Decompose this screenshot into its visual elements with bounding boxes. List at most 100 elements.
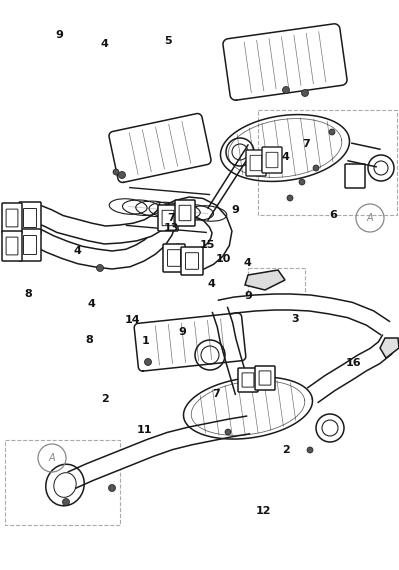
Polygon shape (211, 202, 212, 215)
Text: 9: 9 (55, 30, 63, 40)
Circle shape (97, 264, 103, 271)
Text: A: A (367, 213, 373, 223)
Polygon shape (232, 169, 233, 182)
Polygon shape (218, 191, 219, 204)
Text: 4: 4 (281, 152, 289, 162)
Text: 13: 13 (164, 223, 179, 233)
Polygon shape (220, 188, 221, 201)
Polygon shape (231, 170, 232, 184)
Polygon shape (233, 168, 234, 181)
FancyBboxPatch shape (19, 202, 41, 234)
Text: 7: 7 (167, 213, 175, 223)
Circle shape (119, 172, 126, 178)
Polygon shape (240, 157, 241, 170)
Polygon shape (227, 177, 228, 190)
Polygon shape (213, 198, 214, 211)
Polygon shape (35, 204, 176, 244)
Polygon shape (212, 307, 251, 394)
Polygon shape (217, 192, 218, 205)
Polygon shape (222, 185, 223, 198)
Polygon shape (229, 174, 230, 188)
Polygon shape (34, 219, 176, 269)
Circle shape (63, 499, 69, 506)
Text: 4: 4 (243, 258, 251, 268)
Text: 4: 4 (207, 279, 215, 289)
Polygon shape (228, 175, 229, 189)
Circle shape (299, 179, 305, 185)
Polygon shape (219, 189, 220, 202)
Polygon shape (308, 335, 398, 402)
Text: 10: 10 (216, 254, 231, 264)
FancyBboxPatch shape (2, 203, 22, 233)
FancyBboxPatch shape (163, 244, 185, 272)
Circle shape (282, 87, 290, 93)
Text: 2: 2 (101, 394, 109, 404)
Text: 14: 14 (124, 315, 140, 325)
Polygon shape (246, 147, 247, 161)
Text: 4: 4 (101, 39, 109, 50)
Polygon shape (68, 416, 249, 488)
FancyBboxPatch shape (246, 150, 266, 176)
Text: 8: 8 (85, 335, 93, 345)
Polygon shape (237, 161, 238, 175)
FancyBboxPatch shape (181, 247, 203, 275)
Text: 9: 9 (231, 205, 239, 215)
Polygon shape (234, 166, 235, 180)
FancyBboxPatch shape (255, 366, 275, 390)
FancyBboxPatch shape (2, 231, 22, 261)
Polygon shape (245, 148, 246, 162)
Text: 2: 2 (282, 445, 290, 455)
Text: 11: 11 (137, 425, 152, 435)
FancyBboxPatch shape (158, 205, 178, 231)
Polygon shape (224, 181, 225, 195)
Circle shape (307, 447, 313, 453)
Polygon shape (242, 153, 243, 168)
Text: 7: 7 (212, 389, 220, 400)
Polygon shape (214, 197, 215, 210)
Text: 8: 8 (25, 289, 33, 299)
Circle shape (302, 89, 308, 96)
Circle shape (144, 359, 152, 365)
Polygon shape (348, 143, 380, 167)
Polygon shape (226, 178, 227, 192)
Polygon shape (230, 172, 231, 185)
Text: 9: 9 (244, 291, 252, 302)
Polygon shape (236, 163, 237, 177)
Text: 9: 9 (179, 327, 187, 337)
Text: 1: 1 (142, 336, 150, 346)
Polygon shape (247, 145, 248, 159)
Polygon shape (215, 195, 216, 209)
Text: 16: 16 (346, 357, 361, 368)
Polygon shape (218, 294, 389, 335)
Polygon shape (223, 182, 224, 196)
FancyBboxPatch shape (175, 200, 195, 226)
Text: 15: 15 (200, 240, 215, 250)
Circle shape (225, 429, 231, 435)
Polygon shape (212, 201, 213, 214)
FancyBboxPatch shape (262, 147, 282, 173)
Polygon shape (225, 179, 226, 193)
Polygon shape (380, 338, 399, 358)
Text: 5: 5 (164, 36, 172, 46)
Circle shape (313, 165, 319, 171)
Text: 12: 12 (256, 506, 271, 516)
Text: 4: 4 (87, 299, 95, 309)
Polygon shape (241, 154, 242, 169)
Text: 4: 4 (73, 246, 81, 256)
Polygon shape (210, 203, 211, 217)
FancyBboxPatch shape (19, 229, 41, 261)
Circle shape (329, 129, 335, 135)
Circle shape (113, 169, 119, 175)
Polygon shape (239, 158, 240, 172)
Circle shape (109, 484, 115, 491)
Text: A: A (49, 453, 55, 463)
Polygon shape (238, 160, 239, 174)
Text: 7: 7 (302, 139, 310, 149)
Text: 6: 6 (329, 210, 337, 221)
Polygon shape (243, 152, 244, 165)
FancyBboxPatch shape (238, 368, 258, 392)
Circle shape (287, 195, 293, 201)
Polygon shape (208, 207, 209, 220)
Polygon shape (209, 205, 210, 218)
Polygon shape (245, 270, 285, 290)
